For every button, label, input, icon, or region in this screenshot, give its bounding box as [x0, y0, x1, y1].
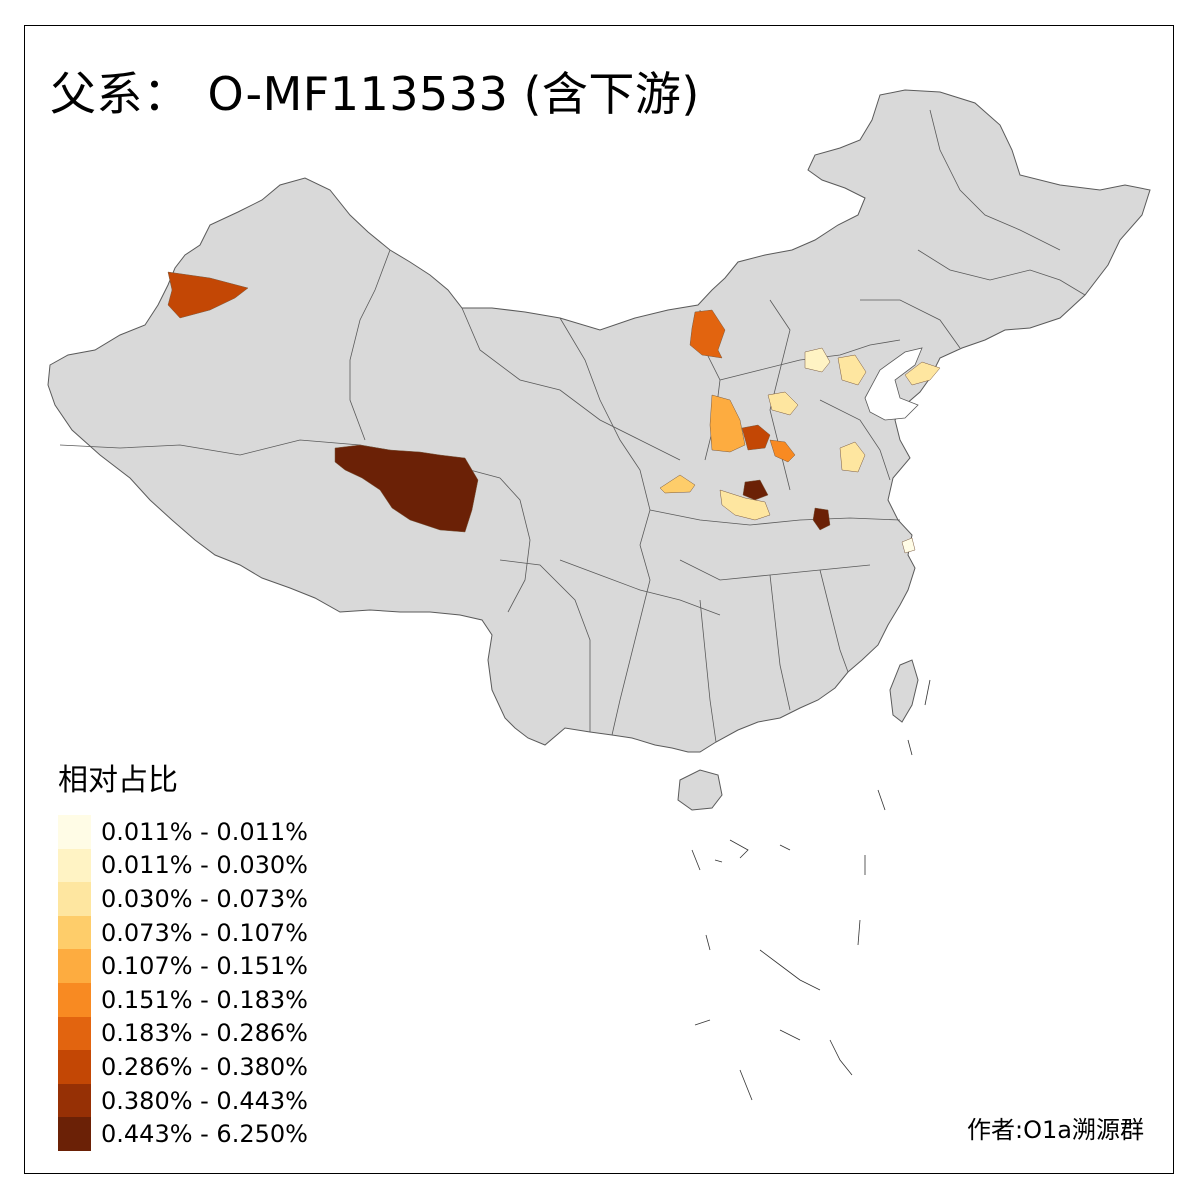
region-shandong [839, 441, 866, 473]
title-haplogroup: O-MF113533 (含下游) [207, 67, 700, 121]
bohai-sea [864, 347, 923, 421]
legend-item: 0.151% - 0.183% [58, 982, 308, 1017]
region-shaanxi [659, 474, 696, 494]
legend-item: 0.286% - 0.380% [58, 1050, 308, 1084]
legend-item: 0.073% - 0.107% [58, 915, 308, 950]
region-xinjiang-ili [167, 271, 249, 319]
taiwan-island [889, 659, 919, 723]
legend-item: 0.183% - 0.286% [58, 1016, 308, 1051]
mainland-china [47, 89, 1151, 753]
legend-label: 0.380% - 0.443% [101, 1086, 308, 1115]
legend-item: 0.011% - 0.011% [58, 815, 308, 849]
legend-item: 0.380% - 0.443% [58, 1083, 308, 1118]
region-tianjin [837, 354, 867, 386]
region-shanxi-taiyuan [709, 394, 746, 453]
south-china-sea-islands [691, 679, 931, 1101]
region-dalian [904, 361, 941, 386]
hainan-island [677, 769, 723, 811]
legend-title: 相对占比 [58, 763, 178, 798]
region-shanghai [901, 537, 916, 554]
region-inner-mongolia-baotou [689, 309, 726, 359]
region-anhui-bengbu [812, 507, 831, 531]
legend-swatch [58, 1050, 91, 1084]
legend-label: 0.011% - 0.011% [101, 817, 308, 846]
region-beijing [804, 347, 831, 373]
legend-label: 0.286% - 0.380% [101, 1052, 308, 1081]
legend-swatch [58, 1117, 91, 1151]
legend-label: 0.443% - 6.250% [101, 1120, 308, 1149]
region-henan-zhengzhou [742, 479, 769, 501]
region-henan-south [719, 489, 771, 521]
legend-item: 0.107% - 0.151% [58, 949, 308, 983]
legend-swatch [58, 882, 91, 916]
legend-label: 0.107% - 0.151% [101, 952, 308, 981]
legend-label: 0.151% - 0.183% [101, 985, 308, 1014]
legend: 相对占比 0.011% - 0.011% 0.011% - 0.030% 0.030… [58, 755, 308, 1151]
highlighted-regions [167, 271, 941, 554]
region-baoding [767, 391, 799, 416]
map-title: 父系： O-MF113533 (含下游) [50, 58, 700, 124]
legend-swatch [58, 1083, 91, 1118]
legend-label: 0.011% - 0.030% [101, 851, 308, 880]
legend-label: 0.030% - 0.073% [101, 884, 308, 913]
legend-swatch [58, 982, 91, 1017]
region-shanxi-yangquan [741, 424, 771, 451]
title-prefix: 父系： [50, 67, 190, 121]
legend-items: 0.011% - 0.011% 0.011% - 0.030% 0.030% - 0… [58, 815, 308, 1151]
legend-label: 0.183% - 0.286% [101, 1019, 308, 1048]
legend-swatch [58, 815, 91, 849]
legend-item: 0.030% - 0.073% [58, 882, 308, 916]
region-tibet-ngari [334, 444, 479, 533]
legend-swatch [58, 848, 91, 883]
legend-swatch [58, 949, 91, 983]
region-hebei-shijiazhuang [769, 439, 796, 463]
author-credit: 作者:O1a溯源群 [967, 1116, 1144, 1144]
legend-item: 0.011% - 0.030% [58, 848, 308, 883]
legend-swatch [58, 915, 91, 950]
legend-label: 0.073% - 0.107% [101, 918, 308, 947]
legend-item: 0.443% - 6.250% [58, 1117, 308, 1151]
legend-swatch [58, 1016, 91, 1051]
